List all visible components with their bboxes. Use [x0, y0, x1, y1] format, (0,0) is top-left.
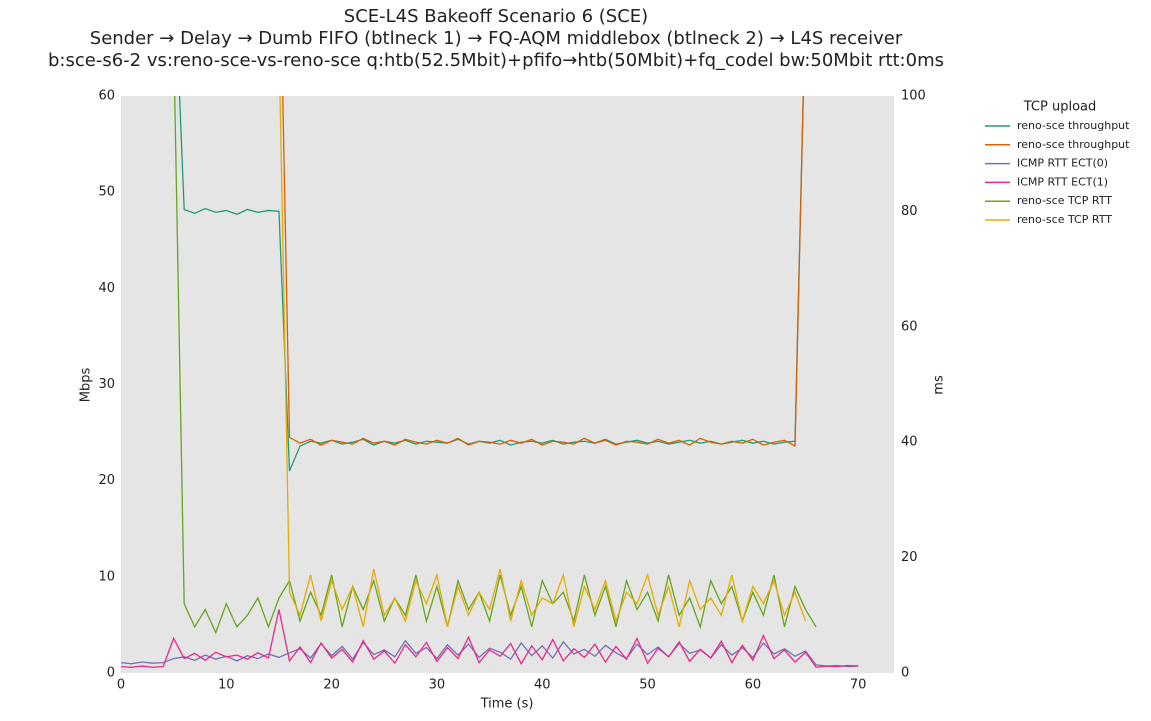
chart-subtitle: b:sce-s6-2 vs:reno-sce-vs-reno-sce q:htb…: [48, 50, 944, 71]
legend-label: reno-sce throughput: [1017, 138, 1130, 151]
y2-axis-label: ms: [932, 375, 947, 395]
x-tick-label: 70: [850, 678, 867, 693]
y-tick-label: 20: [98, 473, 115, 488]
y2-tick-label: 60: [901, 319, 918, 334]
y-axis-label: Mbps: [79, 368, 94, 403]
y-tick-label: 10: [98, 569, 115, 584]
y2-tick-label: 40: [901, 435, 918, 450]
y2-tick-label: 20: [901, 550, 918, 565]
y2-tick-label: 100: [901, 89, 926, 104]
x-axis-label: Time (s): [480, 697, 534, 712]
y-tick-label: 50: [98, 185, 115, 200]
chart-subtitle: Sender → Delay → Dumb FIFO (btlneck 1) →…: [90, 28, 903, 49]
series-line: [121, 609, 859, 668]
legend-label: reno-sce throughput: [1017, 119, 1130, 132]
legend-label: ICMP RTT ECT(1): [1017, 175, 1108, 188]
y2-tick-label: 0: [901, 666, 909, 681]
series-line: [279, 96, 807, 628]
x-tick-label: 40: [534, 678, 551, 693]
x-tick-label: 20: [323, 678, 340, 693]
legend-label: reno-sce TCP RTT: [1017, 194, 1112, 207]
legend-title: TCP upload: [1023, 100, 1097, 115]
y2-tick-label: 80: [901, 204, 918, 219]
x-tick-label: 60: [745, 678, 762, 693]
chart-title: SCE-L4S Bakeoff Scenario 6 (SCE): [344, 6, 648, 27]
legend-label: reno-sce TCP RTT: [1017, 213, 1112, 226]
x-tick-label: 50: [639, 678, 656, 693]
x-tick-label: 10: [218, 678, 235, 693]
y-tick-label: 60: [98, 89, 115, 104]
x-tick-label: 0: [117, 678, 125, 693]
series-line: [178, 96, 804, 472]
y-tick-label: 40: [98, 281, 115, 296]
x-tick-label: 30: [429, 678, 446, 693]
plot-area: [121, 96, 894, 673]
series-line: [174, 96, 817, 635]
legend-label: ICMP RTT ECT(0): [1017, 157, 1108, 170]
y-tick-label: 30: [98, 377, 115, 392]
y-tick-label: 0: [107, 666, 115, 681]
series-line: [282, 96, 804, 448]
series-group: [121, 96, 859, 668]
